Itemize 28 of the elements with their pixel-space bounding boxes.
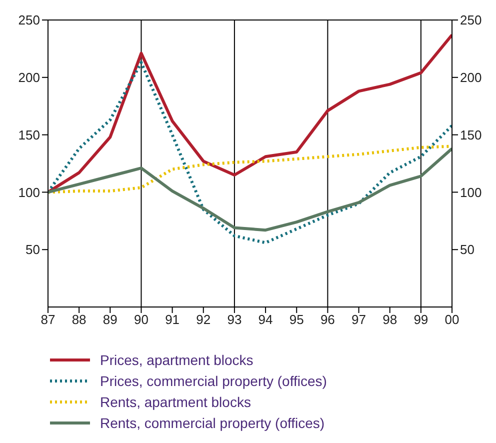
y2-tick-label: 200: [460, 70, 482, 86]
y2-tick-label: 150: [460, 127, 482, 142]
x-tick-label: 98: [382, 312, 398, 328]
x-tick-label: 88: [72, 312, 86, 328]
x-tick-label: 87: [40, 312, 56, 328]
x-tick-label: 93: [227, 312, 242, 328]
y-tick-label: 50: [26, 242, 40, 258]
x-tick-label: 97: [352, 312, 366, 328]
y2-tick-label: 100: [460, 184, 482, 200]
x-tick-label: 90: [134, 312, 148, 328]
legend-label: Prices, apartment blocks: [100, 352, 254, 368]
y2-tick-label: 250: [460, 12, 482, 28]
x-tick-label: 99: [414, 312, 428, 328]
x-tick-label: 94: [258, 312, 273, 328]
legend-label: Prices, commercial property (offices): [100, 372, 327, 388]
x-tick-label: 96: [320, 312, 335, 328]
x-tick-label: 91: [165, 312, 180, 328]
y-tick-label: 150: [18, 127, 40, 142]
legend-label: Rents, commercial property (offices): [100, 414, 325, 430]
y-tick-label: 100: [18, 184, 40, 200]
y2-tick-label: 50: [460, 242, 474, 258]
y-tick-label: 200: [18, 70, 40, 86]
x-tick-label: 95: [289, 312, 304, 328]
x-tick-label: 92: [196, 312, 211, 328]
x-tick-label: 89: [102, 312, 118, 328]
legend-label: Rents, apartment blocks: [100, 394, 251, 410]
x-tick-label: 00: [444, 312, 460, 328]
y-tick-label: 250: [18, 12, 40, 28]
